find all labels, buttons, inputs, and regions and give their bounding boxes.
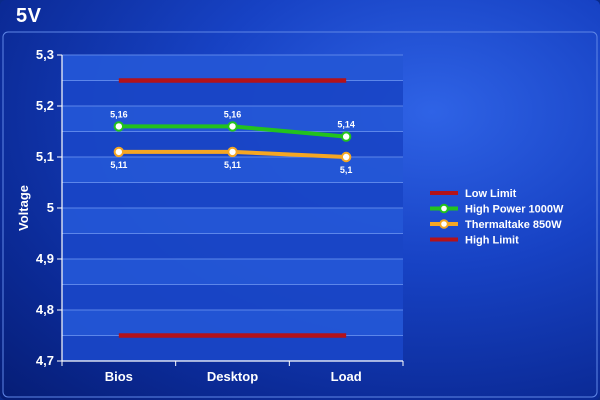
- y-tick-label: 5,2: [36, 98, 54, 113]
- y-tick-label: 4,7: [36, 353, 54, 368]
- legend-label: High Limit: [465, 235, 519, 247]
- grid-band: [62, 80, 403, 106]
- y-tick-label: 5,3: [36, 47, 54, 62]
- legend-marker: [439, 203, 449, 214]
- y-tick-label: 5,1: [36, 149, 54, 164]
- x-tick-label: Desktop: [207, 369, 258, 384]
- grid-band: [62, 182, 403, 208]
- grid-band: [62, 55, 403, 81]
- grid-band: [62, 259, 403, 285]
- y-tick-label: 4,9: [36, 251, 54, 266]
- legend-label: Low Limit: [465, 188, 517, 200]
- data-label: 5,11: [110, 160, 127, 170]
- grid-band: [62, 208, 403, 234]
- grid-band: [62, 284, 403, 310]
- data-label: 5,1: [340, 165, 353, 175]
- data-point: [113, 146, 125, 158]
- grid-band: [62, 233, 403, 259]
- legend-marker: [439, 219, 449, 229]
- y-tick-label: 5: [47, 200, 54, 215]
- legend-label: High Power 1000W: [465, 204, 564, 216]
- data-point: [227, 146, 238, 158]
- data-label: 5,16: [110, 109, 128, 119]
- grid-band: [62, 335, 403, 361]
- data-label: 5,16: [224, 109, 242, 119]
- chart-frame: [2, 31, 598, 398]
- x-tick-label: Bios: [105, 369, 133, 384]
- grid-band: [62, 310, 403, 336]
- data-point: [113, 121, 125, 132]
- legend-label: Thermaltake 850W: [465, 219, 562, 231]
- y-axis-title: Voltage: [16, 185, 31, 231]
- chart-title: 5V: [16, 5, 42, 27]
- data-point: [340, 131, 352, 142]
- data-label: 5,14: [337, 120, 355, 130]
- data-point: [340, 151, 352, 163]
- x-tick-label: Load: [331, 369, 362, 384]
- y-tick-label: 4,8: [36, 302, 54, 317]
- data-label: 5,11: [224, 160, 241, 170]
- data-point: [227, 121, 238, 132]
